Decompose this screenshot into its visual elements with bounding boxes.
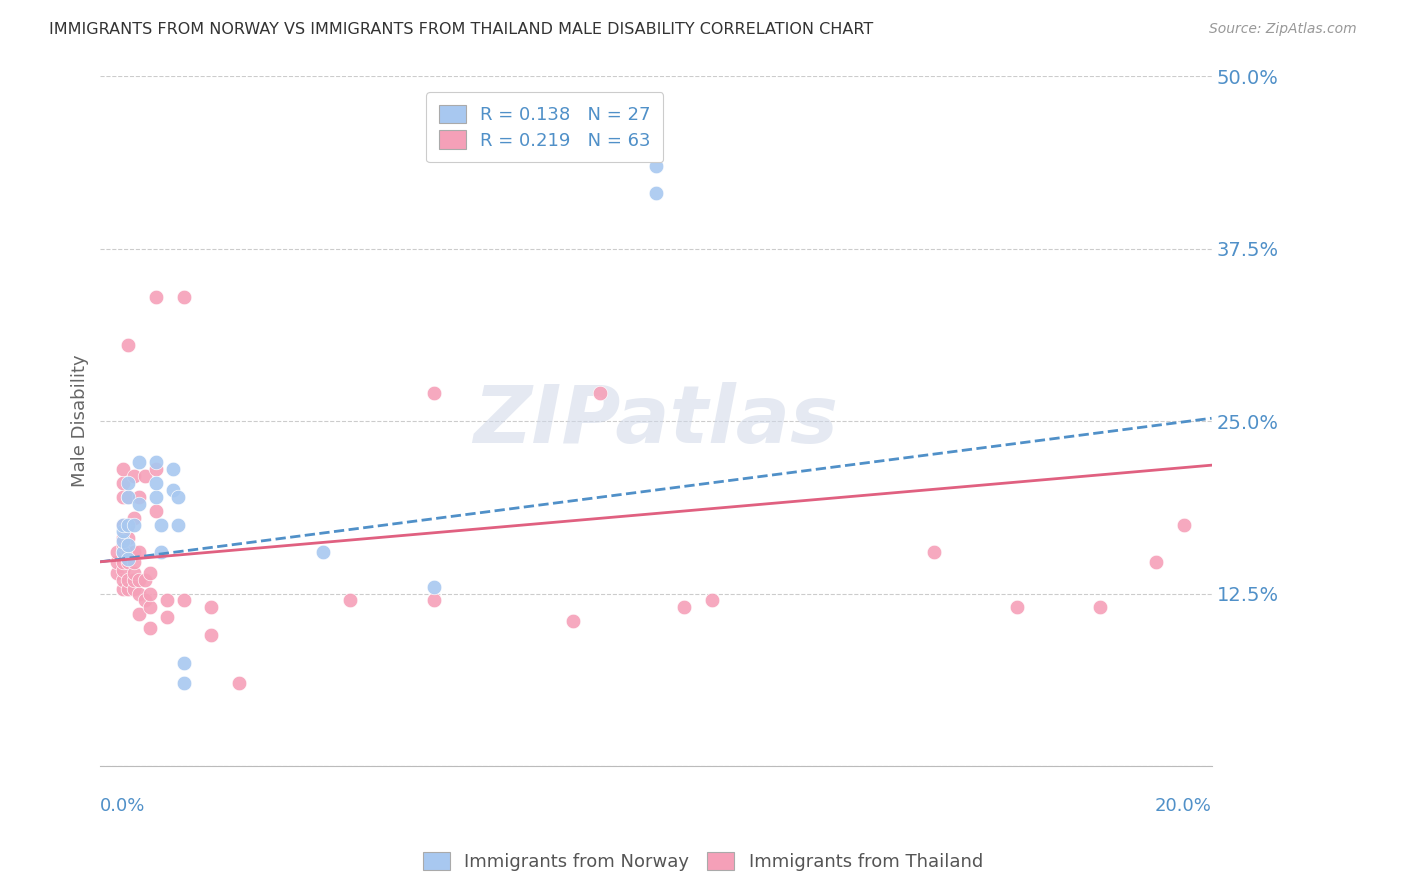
Point bbox=[111, 573, 134, 587]
Point bbox=[700, 593, 723, 607]
Point bbox=[111, 476, 134, 491]
Point bbox=[228, 676, 250, 690]
Point bbox=[111, 563, 134, 577]
Point bbox=[1173, 517, 1195, 532]
Text: Source: ZipAtlas.com: Source: ZipAtlas.com bbox=[1209, 22, 1357, 37]
Point bbox=[173, 290, 195, 304]
Point bbox=[128, 607, 150, 622]
Point bbox=[1090, 600, 1112, 615]
Text: 20.0%: 20.0% bbox=[1154, 797, 1212, 814]
Point bbox=[117, 338, 139, 352]
Point bbox=[134, 573, 156, 587]
Text: ZIPatlas: ZIPatlas bbox=[474, 382, 838, 460]
Point bbox=[128, 497, 150, 511]
Point bbox=[122, 517, 145, 532]
Point bbox=[339, 593, 361, 607]
Point bbox=[117, 476, 139, 491]
Point bbox=[139, 586, 162, 600]
Point bbox=[173, 656, 195, 670]
Point bbox=[167, 517, 190, 532]
Text: 0.0%: 0.0% bbox=[100, 797, 146, 814]
Point bbox=[162, 462, 184, 476]
Point bbox=[117, 552, 139, 566]
Point bbox=[117, 531, 139, 545]
Point bbox=[162, 483, 184, 497]
Point bbox=[128, 545, 150, 559]
Point bbox=[117, 582, 139, 597]
Point bbox=[122, 510, 145, 524]
Point bbox=[122, 469, 145, 483]
Point bbox=[173, 676, 195, 690]
Point bbox=[128, 573, 150, 587]
Point bbox=[117, 490, 139, 504]
Point bbox=[117, 490, 139, 504]
Point bbox=[139, 621, 162, 635]
Point bbox=[150, 517, 173, 532]
Point bbox=[111, 517, 134, 532]
Point bbox=[105, 555, 128, 569]
Point bbox=[173, 593, 195, 607]
Point bbox=[422, 580, 444, 594]
Point bbox=[122, 555, 145, 569]
Text: IMMIGRANTS FROM NORWAY VS IMMIGRANTS FROM THAILAND MALE DISABILITY CORRELATION C: IMMIGRANTS FROM NORWAY VS IMMIGRANTS FRO… bbox=[49, 22, 873, 37]
Point bbox=[117, 555, 139, 569]
Point bbox=[117, 538, 139, 552]
Point bbox=[145, 455, 167, 469]
Point bbox=[111, 538, 134, 552]
Point bbox=[156, 610, 179, 624]
Point bbox=[111, 531, 134, 545]
Point bbox=[111, 555, 134, 569]
Point bbox=[139, 566, 162, 580]
Point bbox=[111, 524, 134, 539]
Point bbox=[122, 582, 145, 597]
Legend: R = 0.138   N = 27, R = 0.219   N = 63: R = 0.138 N = 27, R = 0.219 N = 63 bbox=[426, 92, 664, 162]
Point bbox=[111, 545, 134, 559]
Point bbox=[105, 545, 128, 559]
Point bbox=[200, 600, 222, 615]
Point bbox=[145, 290, 167, 304]
Point bbox=[111, 490, 134, 504]
Point bbox=[134, 593, 156, 607]
Point bbox=[122, 573, 145, 587]
Point bbox=[1144, 555, 1167, 569]
Point bbox=[117, 545, 139, 559]
Point bbox=[105, 566, 128, 580]
Point bbox=[422, 386, 444, 401]
Point bbox=[422, 593, 444, 607]
Point bbox=[1005, 600, 1028, 615]
Point bbox=[156, 593, 179, 607]
Point bbox=[145, 462, 167, 476]
Point bbox=[672, 600, 695, 615]
Point bbox=[128, 490, 150, 504]
Point bbox=[922, 545, 945, 559]
Point bbox=[122, 545, 145, 559]
Point bbox=[122, 566, 145, 580]
Point bbox=[589, 386, 612, 401]
Point bbox=[645, 186, 668, 201]
Point bbox=[150, 545, 173, 559]
Point bbox=[128, 586, 150, 600]
Point bbox=[111, 534, 134, 549]
Y-axis label: Male Disability: Male Disability bbox=[72, 355, 89, 487]
Point bbox=[145, 504, 167, 518]
Point bbox=[111, 545, 134, 559]
Point bbox=[117, 517, 139, 532]
Point bbox=[111, 517, 134, 532]
Point bbox=[145, 490, 167, 504]
Point bbox=[111, 582, 134, 597]
Point bbox=[311, 545, 333, 559]
Point bbox=[145, 476, 167, 491]
Point bbox=[167, 490, 190, 504]
Point bbox=[200, 628, 222, 642]
Point bbox=[128, 455, 150, 469]
Legend: Immigrants from Norway, Immigrants from Thailand: Immigrants from Norway, Immigrants from … bbox=[416, 845, 990, 879]
Point bbox=[134, 469, 156, 483]
Point bbox=[117, 517, 139, 532]
Point bbox=[117, 573, 139, 587]
Point bbox=[111, 462, 134, 476]
Point bbox=[645, 159, 668, 173]
Point bbox=[139, 600, 162, 615]
Point bbox=[561, 614, 583, 628]
